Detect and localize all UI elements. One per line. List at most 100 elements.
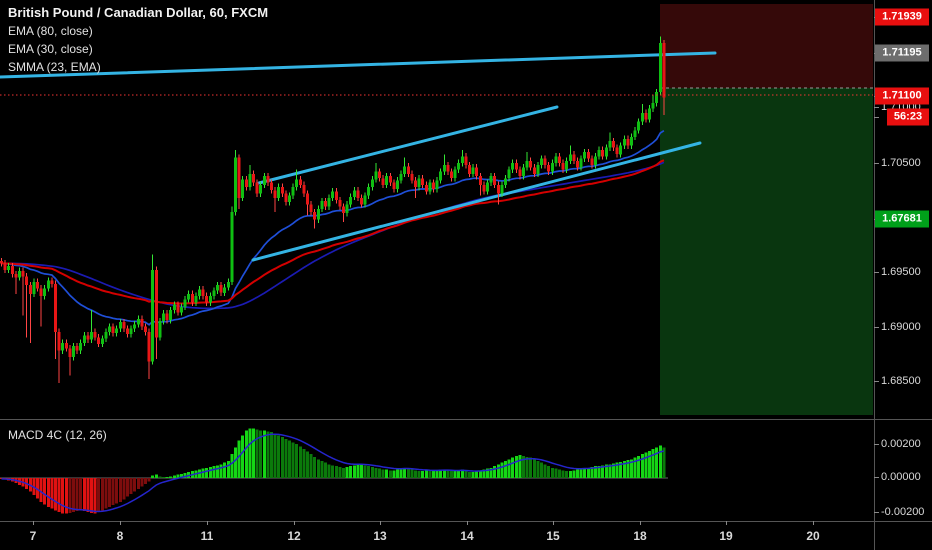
macd-histogram-bar <box>396 469 399 478</box>
candle-body <box>421 178 425 185</box>
chart-legend[interactable]: British Pound / Canadian Dollar, 60, FXC… <box>8 4 268 76</box>
macd-histogram-bar <box>241 435 245 478</box>
macd-histogram-bar <box>244 430 248 478</box>
macd-histogram-bar <box>158 476 162 478</box>
macd-histogram-bar <box>288 440 291 478</box>
axis-tick-mark <box>874 476 879 478</box>
macd-histogram-bar <box>331 465 335 479</box>
price-axis[interactable]: 1.71000 1.70500 1.69500 1.69000 1.68500 0.002… <box>874 0 932 550</box>
macd-histogram-bar <box>655 447 659 478</box>
take-profit-zone[interactable] <box>660 88 873 415</box>
trendline-1[interactable] <box>0 51 717 79</box>
candle-body <box>36 281 39 289</box>
trendline-3[interactable] <box>251 141 702 262</box>
macd-pane[interactable] <box>0 428 668 514</box>
candle-body <box>378 171 381 179</box>
time-tick-mark <box>640 521 641 525</box>
candle-body <box>500 184 504 194</box>
trendlines[interactable] <box>0 51 717 262</box>
macd-histogram-bar <box>72 478 75 512</box>
macd-histogram-bar <box>630 459 633 478</box>
candle-body <box>133 324 137 329</box>
macd-histogram-bar <box>370 466 374 478</box>
macd-histogram-bar <box>352 465 356 479</box>
candle-body <box>288 195 291 203</box>
macd-histogram-bar <box>316 459 320 478</box>
axis-tick-mark <box>874 511 879 513</box>
candle-body <box>424 184 428 192</box>
macd-histogram-bar <box>565 471 569 478</box>
candle-body <box>396 180 399 190</box>
macd-histogram-bar <box>104 478 108 509</box>
macd-histogram-bar <box>115 478 119 504</box>
time-tick-label: 15 <box>546 529 560 543</box>
candlestick-series[interactable] <box>0 36 666 384</box>
candle-body <box>32 281 36 294</box>
axis-tick-mark <box>874 443 879 445</box>
ema30-line[interactable] <box>1 129 665 326</box>
price-tick-label: -0.00200 <box>881 506 925 518</box>
candle-body <box>655 92 659 103</box>
candle-body <box>144 326 147 332</box>
candle-body <box>187 293 191 300</box>
candle-body <box>360 197 363 205</box>
candle-body <box>147 332 151 362</box>
macd-histogram-bar <box>428 471 432 478</box>
macd-indicator-label[interactable]: MACD 4C (12, 26) <box>8 428 107 442</box>
macd-histogram-bar <box>604 464 608 478</box>
macd-histogram-bar <box>496 464 500 478</box>
price-tick-label: 1.68500 <box>881 375 921 387</box>
macd-histogram-bar <box>597 466 601 478</box>
candle-body <box>205 296 209 303</box>
candle-body <box>219 285 223 293</box>
candle-body <box>550 163 554 172</box>
candle-body <box>496 184 500 194</box>
macd-histogram-bar <box>478 470 482 478</box>
ema80-line[interactable] <box>1 159 665 305</box>
target-price-badge: 1.67681 <box>875 210 929 228</box>
candle-body <box>273 190 277 198</box>
smma23-line[interactable] <box>1 161 665 310</box>
macd-histogram-bar <box>406 468 410 478</box>
macd-histogram-bar <box>255 429 259 478</box>
time-tick-label: 7 <box>29 529 37 543</box>
candle-body <box>180 306 183 313</box>
candle-body <box>72 346 75 358</box>
indicator-label-ema80[interactable]: EMA (80, close) <box>8 24 93 38</box>
candle-body <box>86 335 90 340</box>
candle-body <box>223 287 227 293</box>
macd-histogram-bar <box>86 478 90 512</box>
macd-histogram-bar <box>378 468 381 478</box>
candle-body <box>270 182 273 191</box>
macd-histogram-bar <box>54 478 57 511</box>
candle-body <box>57 332 61 351</box>
indicator-label-smma23[interactable]: SMMA (23, EMA) <box>8 60 101 74</box>
stop-loss-zone[interactable] <box>660 4 873 88</box>
time-tick-mark <box>33 521 34 525</box>
time-tick-mark <box>467 521 468 525</box>
candle-body <box>316 208 320 220</box>
long-position-tool[interactable] <box>660 4 873 415</box>
candle-body <box>158 321 162 338</box>
candle-body <box>608 141 612 148</box>
trendline-2[interactable] <box>257 105 559 185</box>
macd-histogram-bar <box>43 478 47 505</box>
macd-histogram-bar <box>410 469 414 478</box>
candle-body <box>594 156 597 166</box>
symbol-title[interactable]: British Pound / Canadian Dollar, 60, FXC… <box>8 5 269 20</box>
axis-tick-mark <box>874 162 879 164</box>
candle-body <box>604 147 608 157</box>
macd-histogram-bar <box>392 470 396 478</box>
candle-body <box>324 201 327 207</box>
macd-histogram-bar <box>212 466 216 478</box>
candle-body <box>0 261 3 264</box>
macd-histogram-bar <box>176 474 180 478</box>
time-axis[interactable]: 7 8 11 12 13 14 15 18 19 20 <box>0 521 932 550</box>
macd-histogram-bar <box>154 474 158 478</box>
macd-histogram-bar <box>223 462 227 478</box>
indicator-label-ema30[interactable]: EMA (30, close) <box>8 42 93 56</box>
moving-average-lines <box>1 129 665 326</box>
macd-histogram-bar <box>651 449 655 478</box>
